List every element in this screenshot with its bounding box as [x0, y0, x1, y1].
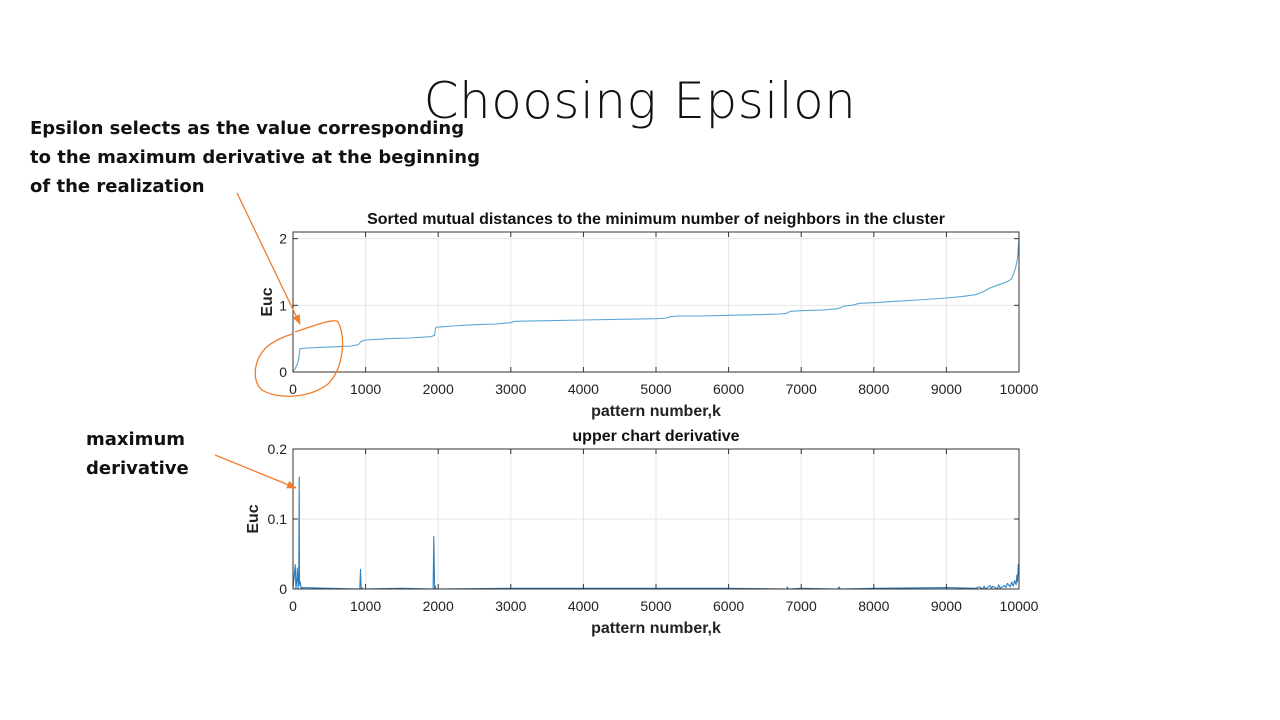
annotation-epsilon-line-2: to the maximum derivative at the beginni… — [30, 147, 480, 168]
distance-x-tick-label: 4000 — [568, 381, 599, 397]
annotation-epsilon-note: Epsilon selects as the value correspondi… — [30, 114, 480, 201]
distance-y-tick-label: 1 — [279, 297, 287, 313]
derivative-x-tick-label: 2000 — [423, 598, 454, 614]
distance-x-tick-label: 8000 — [858, 381, 889, 397]
annotation-marks — [214, 192, 344, 489]
annotation-max-line-1: maximum — [86, 429, 186, 450]
distance-chart: 0 1000 2000 3000 4000 5000 6000 7000 8000 9000 100… — [259, 211, 1039, 420]
derivative-x-tick-label: 9000 — [931, 598, 962, 614]
annotation-max-line-2: derivative — [86, 458, 189, 479]
distance-series-line — [292, 238, 1020, 372]
distance-x-axis-label: pattern number,k — [591, 403, 721, 420]
distance-x-tick-label: 0 — [289, 381, 297, 397]
derivative-x-tick-label: 8000 — [858, 598, 889, 614]
derivative-x-tick-label: 6000 — [713, 598, 744, 614]
derivative-chart-title: upper chart derivative — [572, 428, 739, 445]
derivative-series-line — [292, 476, 1020, 590]
distance-x-tick-label: 2000 — [423, 381, 454, 397]
distance-x-tick-label: 10000 — [1000, 381, 1039, 397]
derivative-y-tick-label: 0.2 — [268, 441, 288, 457]
derivative-y-tick-label: 0.1 — [268, 511, 288, 527]
derivative-x-tick-label: 5000 — [640, 598, 671, 614]
annotation-max-note: maximum derivative — [86, 425, 189, 483]
derivative-y-axis-label: Euc — [245, 504, 262, 533]
distance-x-tick-label: 7000 — [786, 381, 817, 397]
distance-chart-title: Sorted mutual distances to the minimum n… — [367, 211, 945, 228]
epsilon-circle-highlight — [254, 320, 344, 397]
derivative-x-tick-label: 3000 — [495, 598, 526, 614]
max-derivative-arrow — [214, 454, 297, 489]
distance-x-tick-label: 9000 — [931, 381, 962, 397]
distance-x-tick-label: 3000 — [495, 381, 526, 397]
epsilon-arrow — [236, 192, 301, 325]
derivative-x-tick-label: 0 — [289, 598, 297, 614]
slide-title: Choosing Epsilon — [423, 72, 857, 130]
distance-x-tick-label: 6000 — [713, 381, 744, 397]
derivative-y-tick-label: 0 — [279, 581, 287, 597]
derivative-x-tick-label: 1000 — [350, 598, 381, 614]
derivative-chart: 0 1000 2000 3000 4000 5000 6000 7000 8000 9000 100… — [245, 428, 1039, 637]
distance-x-tick-label: 5000 — [640, 381, 671, 397]
derivative-x-tick-label: 7000 — [786, 598, 817, 614]
derivative-x-tick-label: 4000 — [568, 598, 599, 614]
distance-y-axis-label: Euc — [259, 287, 276, 316]
annotation-epsilon-line-3: of the realization — [30, 176, 205, 197]
distance-y-tick-label: 2 — [279, 231, 287, 247]
distance-x-tick-label: 1000 — [350, 381, 381, 397]
derivative-x-tick-label: 10000 — [1000, 598, 1039, 614]
derivative-x-axis-label: pattern number,k — [591, 620, 721, 637]
annotation-epsilon-line-1: Epsilon selects as the value correspondi… — [30, 118, 465, 139]
distance-y-tick-label: 0 — [279, 364, 287, 380]
